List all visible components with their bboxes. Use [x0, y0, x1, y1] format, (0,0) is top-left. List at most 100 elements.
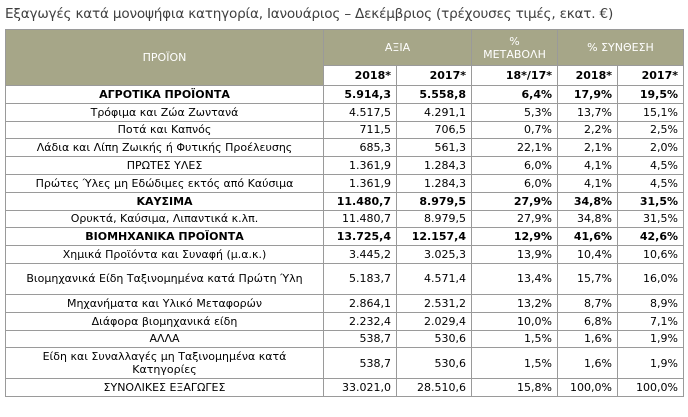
table-row: Τρόφιμα και Ζώα Ζωντανά 4.517,5 4.291,1 5,3…: [5, 102, 684, 122]
row-value-2017: 561,3: [396, 138, 472, 158]
row-name: ΒΙΟΜΗΧΑΝΙΚΑ ΠΡΟΪΟΝΤΑ: [5, 227, 324, 247]
row-comp-2018: 15,7%: [557, 262, 618, 295]
row-comp-2018: 1,6%: [557, 347, 618, 380]
header-product: ΠΡΟΪΟΝ: [5, 29, 324, 86]
row-change: 6,4%: [471, 85, 558, 104]
row-value-2018: 2.864,1: [323, 293, 397, 313]
row-change: 1,5%: [471, 347, 558, 380]
row-comp-2018: 17,9%: [557, 85, 618, 104]
row-value-2018: 3.445,2: [323, 245, 397, 264]
row-change: 0,7%: [471, 120, 558, 140]
row-comp-2017: 8,9%: [617, 293, 684, 313]
row-change: 6,0%: [471, 173, 558, 193]
row-comp-2018: 41,6%: [557, 227, 618, 247]
row-change: 13,4%: [471, 262, 558, 295]
header-composition: % ΣΥΝΘΕΣΗ: [557, 29, 684, 66]
header-change-period: 18*/17*: [471, 65, 558, 86]
row-comp-2017: 7,1%: [617, 311, 684, 331]
row-comp-2017: 16,0%: [617, 262, 684, 295]
table-row: Ορυκτά, Καύσιμα, Λιπαντικά κ.λπ. 11.480,7…: [5, 209, 684, 229]
row-comp-2018: 6,8%: [557, 311, 618, 331]
row-value-2018: 711,5: [323, 120, 397, 140]
row-comp-2018: 4,1%: [557, 173, 618, 193]
header-comp-2017: 2017*: [617, 65, 684, 86]
row-name: Μηχανήματα και Υλικό Μεταφορών: [5, 293, 324, 313]
table-row: ΑΓΡΟΤΙΚΑ ΠΡΟΪΟΝΤΑ 5.914,3 5.558,8 6,4% 17,9%…: [5, 85, 684, 104]
header-row-sub: 2018* 2017* 18*/17* 2018* 2017*: [6, 65, 684, 86]
row-comp-2017: 19,5%: [617, 85, 684, 104]
row-comp-2018: 1,6%: [557, 329, 618, 349]
row-comp-2017: 15,1%: [617, 102, 684, 122]
row-value-2018: 11.480,7: [323, 191, 397, 211]
row-comp-2017: 2,0%: [617, 138, 684, 158]
row-change: 22,1%: [471, 138, 558, 158]
table-row: ΒΙΟΜΗΧΑΝΙΚΑ ΠΡΟΪΟΝΤΑ 13.725,4 12.157,4 12,9…: [5, 227, 684, 247]
row-value-2017: 2.029,4: [396, 311, 472, 331]
row-name: Τρόφιμα και Ζώα Ζωντανά: [5, 102, 324, 122]
row-change: 1,5%: [471, 329, 558, 349]
row-value-2017: 28.510,6: [396, 378, 472, 398]
row-value-2018: 13.725,4: [323, 227, 397, 247]
table-row: Χημικά Προϊόντα και Συναφή (μ.α.κ.) 3.445…: [5, 245, 684, 264]
row-comp-2017: 42,6%: [617, 227, 684, 247]
row-comp-2018: 13,7%: [557, 102, 618, 122]
row-comp-2018: 8,7%: [557, 293, 618, 313]
table-row: ΑΛΛΑ 538,7 530,6 1,5% 1,6% 1,9%: [5, 329, 684, 349]
row-comp-2017: 4,5%: [617, 156, 684, 175]
row-value-2018: 33.021,0: [323, 378, 397, 398]
row-comp-2018: 34,8%: [557, 191, 618, 211]
row-name: Λάδια και Λίπη Ζωικής ή Φυτικής Προέλευσ…: [5, 138, 324, 158]
row-name: Χημικά Προϊόντα και Συναφή (μ.α.κ.): [5, 245, 324, 264]
row-name: ΚΑΥΣΙΜΑ: [5, 191, 324, 211]
header-value: ΑΞΙΑ: [323, 29, 472, 66]
row-value-2017: 8.979,5: [396, 191, 472, 211]
row-value-2018: 4.517,5: [323, 102, 397, 122]
row-value-2018: 1.361,9: [323, 156, 397, 175]
page-title: Εξαγωγές κατά μονοψήφια κατηγορία, Ιανου…: [5, 6, 614, 22]
row-value-2017: 530,6: [396, 329, 472, 349]
row-change: 27,9%: [471, 209, 558, 229]
row-value-2018: 538,7: [323, 329, 397, 349]
row-comp-2017: 100,0%: [617, 378, 684, 398]
row-value-2017: 12.157,4: [396, 227, 472, 247]
row-name: Βιομηχανικά Είδη Ταξινομημένα κατά Πρώτη…: [5, 262, 324, 295]
row-comp-2017: 1,9%: [617, 347, 684, 380]
table-row: ΚΑΥΣΙΜΑ 11.480,7 8.979,5 27,9% 34,8% 31,5%: [5, 191, 684, 211]
row-name: Είδη και Συναλλαγές μη Ταξινομημένα κατά…: [5, 347, 324, 380]
row-change: 27,9%: [471, 191, 558, 211]
row-value-2018: 538,7: [323, 347, 397, 380]
row-name: Διάφορα βιομηχανικά είδη: [5, 311, 324, 331]
row-name: Ορυκτά, Καύσιμα, Λιπαντικά κ.λπ.: [5, 209, 324, 229]
row-value-2017: 8.979,5: [396, 209, 472, 229]
row-comp-2017: 10,6%: [617, 245, 684, 264]
row-comp-2018: 100,0%: [557, 378, 618, 398]
row-comp-2018: 34,8%: [557, 209, 618, 229]
row-comp-2017: 2,5%: [617, 120, 684, 140]
row-value-2018: 11.480,7: [323, 209, 397, 229]
table-row: ΠΡΩΤΕΣ ΥΛΕΣ 1.361,9 1.284,3 6,0% 4,1% 4,5%: [5, 156, 684, 175]
exports-table: ΠΡΟΪΟΝ ΑΞΙΑ % ΜΕΤΑΒΟΛΗ % ΣΥΝΘΕΣΗ 2018* 2…: [5, 29, 684, 398]
row-value-2018: 5.914,3: [323, 85, 397, 104]
table-row: Διάφορα βιομηχανικά είδη 2.232,4 2.029,4 10…: [5, 311, 684, 331]
row-value-2018: 5.183,7: [323, 262, 397, 295]
row-value-2017: 1.284,3: [396, 173, 472, 193]
row-value-2018: 2.232,4: [323, 311, 397, 331]
table-row: ΣΥΝΟΛΙΚΕΣ ΕΞΑΓΩΓΕΣ 33.021,0 28.510,6 15,8% 1…: [5, 378, 684, 398]
header-comp-2018: 2018*: [557, 65, 618, 86]
row-value-2017: 4.291,1: [396, 102, 472, 122]
header-value-2017: 2017*: [396, 65, 472, 86]
row-comp-2017: 31,5%: [617, 191, 684, 211]
row-change: 10,0%: [471, 311, 558, 331]
row-value-2017: 3.025,3: [396, 245, 472, 264]
row-change: 6,0%: [471, 156, 558, 175]
header-row-top: ΠΡΟΪΟΝ ΑΞΙΑ % ΜΕΤΑΒΟΛΗ % ΣΥΝΘΕΣΗ: [5, 29, 684, 86]
header-change: % ΜΕΤΑΒΟΛΗ: [471, 29, 558, 66]
row-comp-2018: 2,2%: [557, 120, 618, 140]
row-value-2017: 706,5: [396, 120, 472, 140]
row-comp-2017: 1,9%: [617, 329, 684, 349]
row-comp-2017: 31,5%: [617, 209, 684, 229]
header-value-2018: 2018*: [323, 65, 397, 86]
table-row: Ποτά και Καπνός 711,5 706,5 0,7% 2,2% 2,5%: [5, 120, 684, 140]
row-change: 15,8%: [471, 378, 558, 398]
row-change: 5,3%: [471, 102, 558, 122]
